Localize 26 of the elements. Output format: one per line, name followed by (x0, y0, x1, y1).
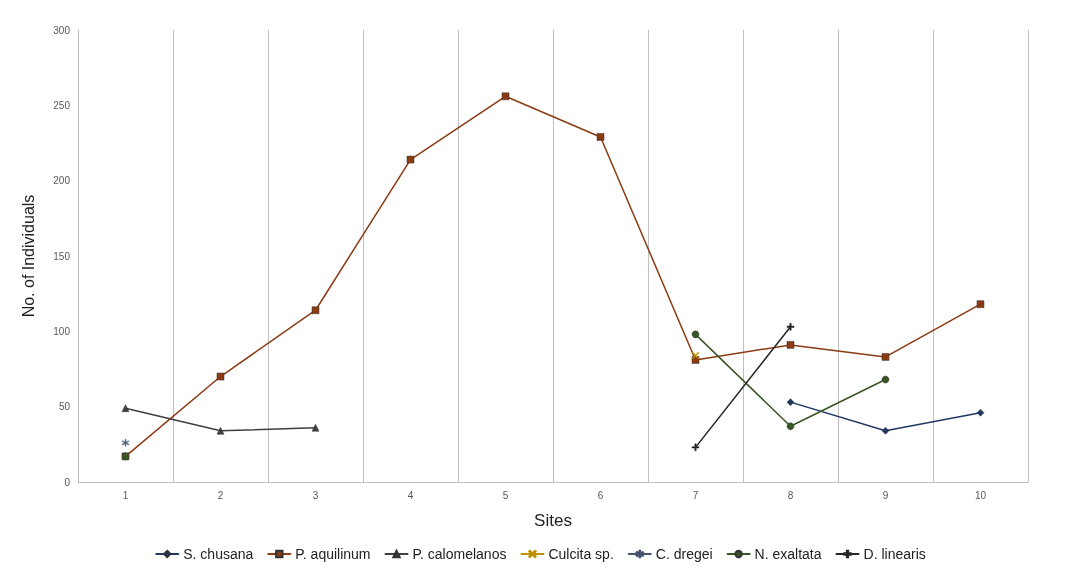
x-tick-label: 8 (787, 489, 794, 501)
x-tick-label: 3 (312, 489, 319, 501)
x-tick-label: 2 (217, 489, 224, 501)
y-tick-label: 300 (53, 24, 71, 36)
y-tick-label: 100 (53, 325, 71, 337)
y-axis-title: No. of Individuals (19, 194, 37, 318)
legend-label: P. aquilinum (295, 546, 371, 562)
legend-label: P. calomelanos (412, 546, 507, 562)
y-tick-label: 0 (64, 476, 71, 488)
x-tick-label: 7 (692, 489, 699, 501)
legend-label: Culcita sp. (548, 546, 614, 562)
legend-label: C. dregei (655, 546, 713, 562)
y-tick-label: 150 (53, 250, 71, 262)
x-tick-label: 5 (502, 489, 509, 501)
legend-label: N. exaltata (754, 546, 822, 562)
x-tick-label: 9 (882, 489, 889, 501)
x-tick-label: 1 (122, 489, 129, 501)
y-tick-label: 200 (53, 175, 71, 187)
y-tick-label: 250 (53, 99, 71, 111)
x-tick-label: 4 (407, 489, 414, 501)
y-tick-label: 50 (58, 401, 71, 413)
x-axis-title: Sites (534, 511, 572, 530)
legend-label: S. chusana (183, 546, 254, 562)
legend-label: D. linearis (863, 546, 926, 562)
x-tick-label: 10 (974, 489, 987, 501)
x-tick-label: 6 (597, 489, 604, 501)
